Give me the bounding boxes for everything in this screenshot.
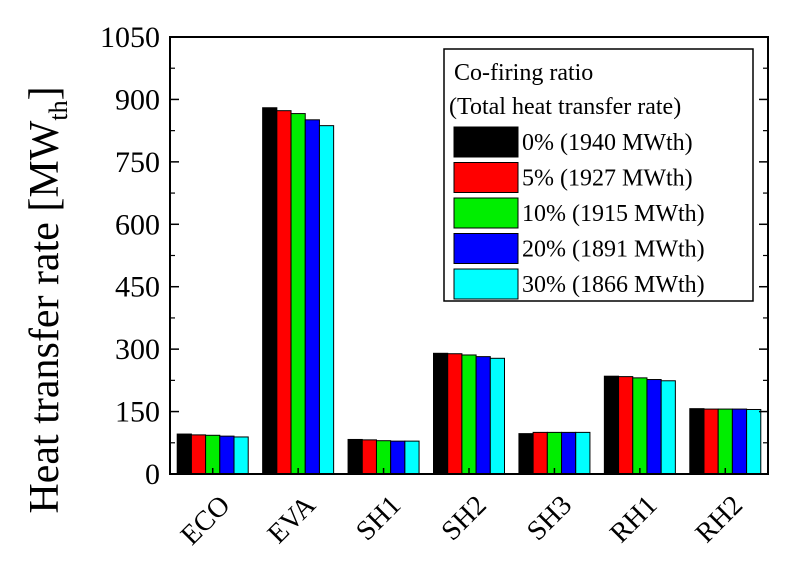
legend-label-0: 0% (1940 MWth): [522, 130, 693, 156]
bar-sh2-series-2: [461, 354, 477, 475]
bar-eco-series-0: [176, 433, 192, 475]
legend-label-3: 20% (1891 MWth): [522, 237, 705, 263]
y-tick-label-600: 600: [115, 208, 160, 241]
legend-label-1: 5% (1927 MWth): [522, 166, 693, 192]
bar-eva-series-1: [276, 110, 292, 475]
x-tick-label-rh2: RH2: [690, 490, 749, 549]
x-tick-label-eco: ECO: [175, 490, 237, 552]
y-tick-label-300: 300: [115, 333, 160, 366]
bar-rh1-series-0: [603, 375, 620, 475]
y-axis-title: Heat transfer rate [MWth]: [22, 86, 73, 513]
legend-label-2: 10% (1915 MWth): [522, 201, 705, 227]
bar-rh2-series-1: [703, 408, 719, 475]
bar-sh1-series-0: [347, 438, 363, 475]
y-tick-label-750: 750: [115, 146, 160, 179]
bars-group: [176, 107, 762, 475]
bar-rh2-series-0: [689, 408, 705, 475]
x-tick-label-eva: EVA: [262, 489, 323, 550]
bar-eco-series-4: [233, 436, 249, 475]
bar-sh3-series-4: [575, 431, 591, 475]
bar-eva-series-0: [262, 107, 278, 475]
legend-swatch-0: [453, 126, 519, 158]
legend-items: 0% (1940 MWth) 5% (1927 MWth) 10% (1915 MW…: [453, 126, 705, 300]
bar-eva-series-2: [290, 113, 306, 475]
x-tick-label-rh1: RH1: [604, 490, 663, 549]
legend-swatch-1: [453, 162, 519, 193]
legend-subtitle: (Total heat transfer rate): [449, 94, 681, 120]
legend-label-4: 30% (1866 MWth): [522, 272, 705, 298]
y-tick-label-1050: 1050: [100, 21, 160, 54]
y-tick-label-0: 0: [145, 458, 160, 491]
axes-group: ECO EVA SH1 SH2 SH3 RH1 RH2 0 150 300 450 600 750 900…: [100, 21, 769, 552]
bar-rh1-series-1: [618, 376, 634, 475]
y-tick-label-450: 450: [115, 271, 160, 304]
bar-sh3-series-2: [546, 431, 563, 475]
x-tick-label-sh2: SH2: [436, 490, 493, 547]
bar-sh3-series-1: [532, 431, 548, 475]
bar-sh1-series-3: [390, 440, 406, 475]
bar-sh3-series-0: [518, 433, 534, 475]
bar-sh1-series-4: [404, 440, 420, 475]
y-tick-label-900: 900: [115, 83, 160, 116]
y-tick-label-150: 150: [115, 396, 160, 429]
bar-eco-series-1: [190, 434, 207, 475]
bar-rh1-series-3: [646, 379, 662, 475]
y-axis-title-close: ]: [22, 86, 68, 100]
legend-title: Co-firing ratio: [454, 60, 593, 86]
bar-rh1-series-2: [632, 377, 648, 475]
bar-rh2-series-4: [746, 408, 762, 475]
bar-sh2-series-0: [433, 352, 449, 475]
bar-rh2-series-2: [717, 408, 733, 475]
bar-sh2-series-3: [475, 356, 491, 475]
y-axis-title-subscript: th: [44, 100, 73, 120]
bar-rh2-series-3: [731, 408, 748, 475]
legend-swatch-3: [453, 233, 519, 264]
bar-eco-series-3: [219, 435, 235, 475]
bar-sh2-series-1: [447, 353, 463, 475]
legend-swatch-2: [453, 197, 519, 229]
bar-rh1-series-4: [660, 380, 676, 475]
bar-sh2-series-4: [489, 357, 505, 475]
bar-eva-series-4: [318, 125, 335, 475]
x-tick-label-sh3: SH3: [521, 490, 578, 547]
legend: Co-firing ratio (Total heat transfer rat…: [443, 48, 754, 302]
bar-eva-series-3: [304, 119, 320, 475]
y-axis-title-main: Heat transfer rate [MW: [22, 120, 68, 513]
bar-sh1-series-1: [361, 439, 377, 475]
legend-swatch-4: [453, 268, 519, 300]
bar-sh3-series-3: [561, 431, 577, 475]
x-tick-label-sh1: SH1: [350, 490, 407, 547]
